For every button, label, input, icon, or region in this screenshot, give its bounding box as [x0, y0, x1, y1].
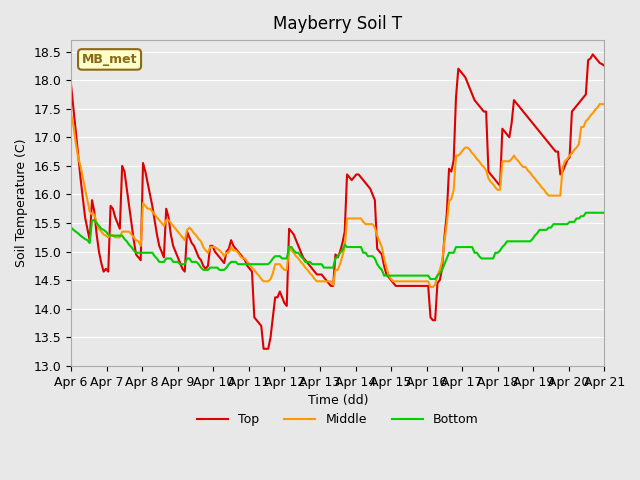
- Top: [589, 51, 596, 57]
- Top: [67, 83, 75, 89]
- Bottom: [582, 210, 589, 216]
- Top: [297, 249, 305, 254]
- Text: MB_met: MB_met: [82, 53, 138, 66]
- Line: Top: Top: [71, 54, 604, 349]
- Y-axis label: Soil Temperature (C): Soil Temperature (C): [15, 139, 28, 267]
- Top: [144, 180, 152, 186]
- Bottom: [81, 236, 89, 242]
- Bottom: [600, 210, 608, 216]
- Line: Bottom: Bottom: [71, 213, 604, 279]
- Bottom: [577, 213, 585, 219]
- X-axis label: Time (dd): Time (dd): [307, 394, 368, 407]
- Title: Mayberry Soil T: Mayberry Soil T: [273, 15, 403, 33]
- Middle: [81, 186, 89, 192]
- Middle: [577, 124, 585, 130]
- Middle: [559, 164, 566, 170]
- Bottom: [144, 250, 152, 256]
- Top: [577, 97, 585, 103]
- Top: [559, 168, 566, 174]
- Bottom: [427, 276, 435, 282]
- Bottom: [294, 250, 302, 256]
- Top: [600, 63, 608, 69]
- Middle: [427, 284, 435, 290]
- Top: [81, 215, 89, 220]
- Line: Middle: Middle: [71, 104, 604, 287]
- Top: [582, 92, 589, 97]
- Middle: [144, 206, 152, 212]
- Top: [260, 346, 268, 352]
- Middle: [582, 119, 589, 124]
- Middle: [596, 101, 604, 107]
- Legend: Top, Middle, Bottom: Top, Middle, Bottom: [192, 408, 484, 432]
- Bottom: [584, 210, 592, 216]
- Bottom: [559, 221, 566, 227]
- Bottom: [67, 225, 75, 230]
- Middle: [600, 101, 608, 107]
- Middle: [294, 255, 302, 261]
- Middle: [67, 111, 75, 117]
